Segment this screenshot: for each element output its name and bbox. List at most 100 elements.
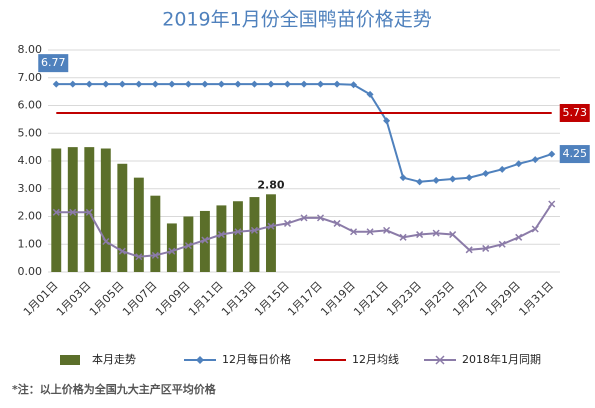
point <box>515 233 523 241</box>
x-tick-label: 1月03日 <box>54 279 94 319</box>
x-tick-label: 1月01日 <box>21 279 61 319</box>
point <box>118 247 126 255</box>
point <box>350 81 358 89</box>
point <box>432 229 440 237</box>
point <box>366 90 374 98</box>
point <box>217 80 225 88</box>
x-tick-label: 1月13日 <box>219 279 259 319</box>
point <box>531 225 539 233</box>
y-tick-label: 8.00 <box>18 43 43 56</box>
point <box>201 236 209 244</box>
legend-label: 本月走势 <box>92 352 136 366</box>
point <box>333 219 341 227</box>
y-tick-label: 0.00 <box>18 265 43 278</box>
point <box>465 246 473 254</box>
point <box>184 242 192 250</box>
data-label: 4.25 <box>562 147 587 160</box>
point <box>449 231 457 239</box>
point <box>383 226 391 234</box>
bar <box>51 148 62 272</box>
point <box>118 80 126 88</box>
y-tick-label: 2.00 <box>18 210 43 223</box>
bar <box>67 147 78 272</box>
point <box>482 169 490 177</box>
bar <box>133 177 144 272</box>
x-tick-label: 1月21日 <box>351 279 391 319</box>
y-tick-label: 3.00 <box>18 182 43 195</box>
point <box>168 247 176 255</box>
point <box>399 233 407 241</box>
point <box>300 214 308 222</box>
legend-swatch <box>60 355 80 365</box>
point <box>383 117 391 125</box>
bar <box>249 197 260 272</box>
point <box>184 80 192 88</box>
data-label: 2.80 <box>257 178 284 191</box>
chart-title: 2019年1月份全国鸭苗价格走势 <box>162 9 431 31</box>
point <box>350 228 358 236</box>
bar <box>232 201 243 272</box>
legend-label: 2018年1月同期 <box>462 352 541 366</box>
data-label: 5.73 <box>562 106 587 119</box>
point <box>416 231 424 239</box>
point <box>69 208 77 216</box>
x-tick-label: 1月27日 <box>450 279 490 319</box>
point <box>449 175 457 183</box>
bar <box>84 147 95 272</box>
x-tick-label: 1月07日 <box>120 279 160 319</box>
y-tick-label: 4.00 <box>18 154 43 167</box>
point <box>465 174 473 182</box>
point <box>416 178 424 186</box>
point <box>399 174 407 182</box>
x-tick-label: 1月31日 <box>516 279 556 319</box>
bar <box>199 210 210 272</box>
legend-marker <box>196 356 204 364</box>
point <box>135 253 143 261</box>
point <box>250 80 258 88</box>
data-label-box <box>559 103 590 122</box>
point <box>151 251 159 259</box>
data-label-box <box>38 54 69 73</box>
data-label: 6.77 <box>41 56 66 69</box>
point <box>482 244 490 252</box>
line-series <box>56 203 553 258</box>
point <box>250 226 258 234</box>
point <box>548 150 556 158</box>
legend-label: 12月每日价格 <box>222 352 291 366</box>
point <box>515 160 523 168</box>
x-tick-label: 1月23日 <box>384 279 424 319</box>
point <box>366 228 374 236</box>
bar <box>266 194 276 272</box>
bar <box>117 163 128 272</box>
point <box>201 80 209 88</box>
y-tick-label: 5.00 <box>18 126 43 139</box>
point <box>432 176 440 184</box>
point <box>531 156 539 164</box>
legend-label: 12月均线 <box>352 352 399 366</box>
bar <box>100 148 111 272</box>
x-tick-label: 1月11日 <box>186 279 226 319</box>
y-tick-label: 7.00 <box>18 71 43 84</box>
legend-marker <box>435 355 445 365</box>
point <box>52 208 60 216</box>
point <box>102 237 110 246</box>
point <box>317 80 325 88</box>
y-tick-label: 1.00 <box>18 237 43 250</box>
x-tick-label: 1月19日 <box>318 279 358 319</box>
point <box>85 80 93 88</box>
point <box>267 222 275 230</box>
bar <box>183 216 194 272</box>
point <box>234 228 242 236</box>
point <box>234 80 242 88</box>
point <box>300 80 308 88</box>
x-tick-label: 1月25日 <box>417 279 457 319</box>
x-tick-label: 1月29日 <box>483 279 523 319</box>
y-tick-label: 6.00 <box>18 99 43 112</box>
x-tick-label: 1月17日 <box>285 279 325 319</box>
point <box>151 80 159 88</box>
bar <box>150 195 161 272</box>
point <box>217 231 225 239</box>
point <box>69 80 77 88</box>
x-tick-label: 1月05日 <box>87 279 127 319</box>
